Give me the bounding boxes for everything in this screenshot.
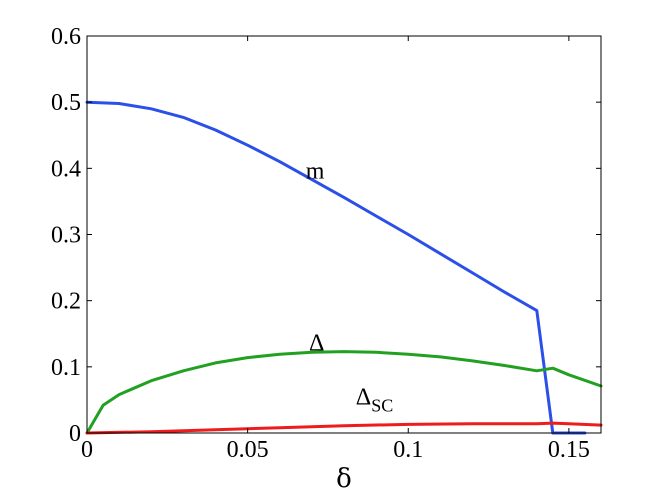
series-line-1 [85, 350, 603, 435]
y-tick-label: 0.6 [51, 24, 81, 50]
series-annotation-2: ΔSC [356, 385, 393, 416]
series-line-2 [85, 421, 603, 435]
x-tick-label: 0.15 [548, 437, 590, 463]
y-tick-label: 0 [69, 421, 81, 447]
plot-area [87, 36, 601, 433]
series-annotation-0: m [306, 158, 325, 184]
y-tick-label: 0.2 [51, 289, 81, 315]
annotations-layer: m Δ ΔSC [306, 158, 394, 415]
y-tick-label: 0.1 [51, 355, 81, 381]
x-tick-label: 0.1 [393, 437, 423, 463]
series-annotation-1: Δ [309, 330, 324, 356]
x-axis-label: δ [336, 464, 352, 494]
x-tick-label: 0.05 [227, 437, 269, 463]
y-tick-label: 0.4 [51, 156, 81, 182]
ticks-layer: 0 0.05 0.1 0.15 0 0.1 0.2 0.3 0.4 0.5 0.6 [51, 24, 601, 463]
series-layer [85, 100, 603, 435]
y-tick-label: 0.3 [51, 223, 81, 249]
series-line-0 [85, 100, 587, 435]
x-tick-label: 0 [81, 437, 93, 463]
y-tick-label: 0.5 [51, 90, 81, 116]
